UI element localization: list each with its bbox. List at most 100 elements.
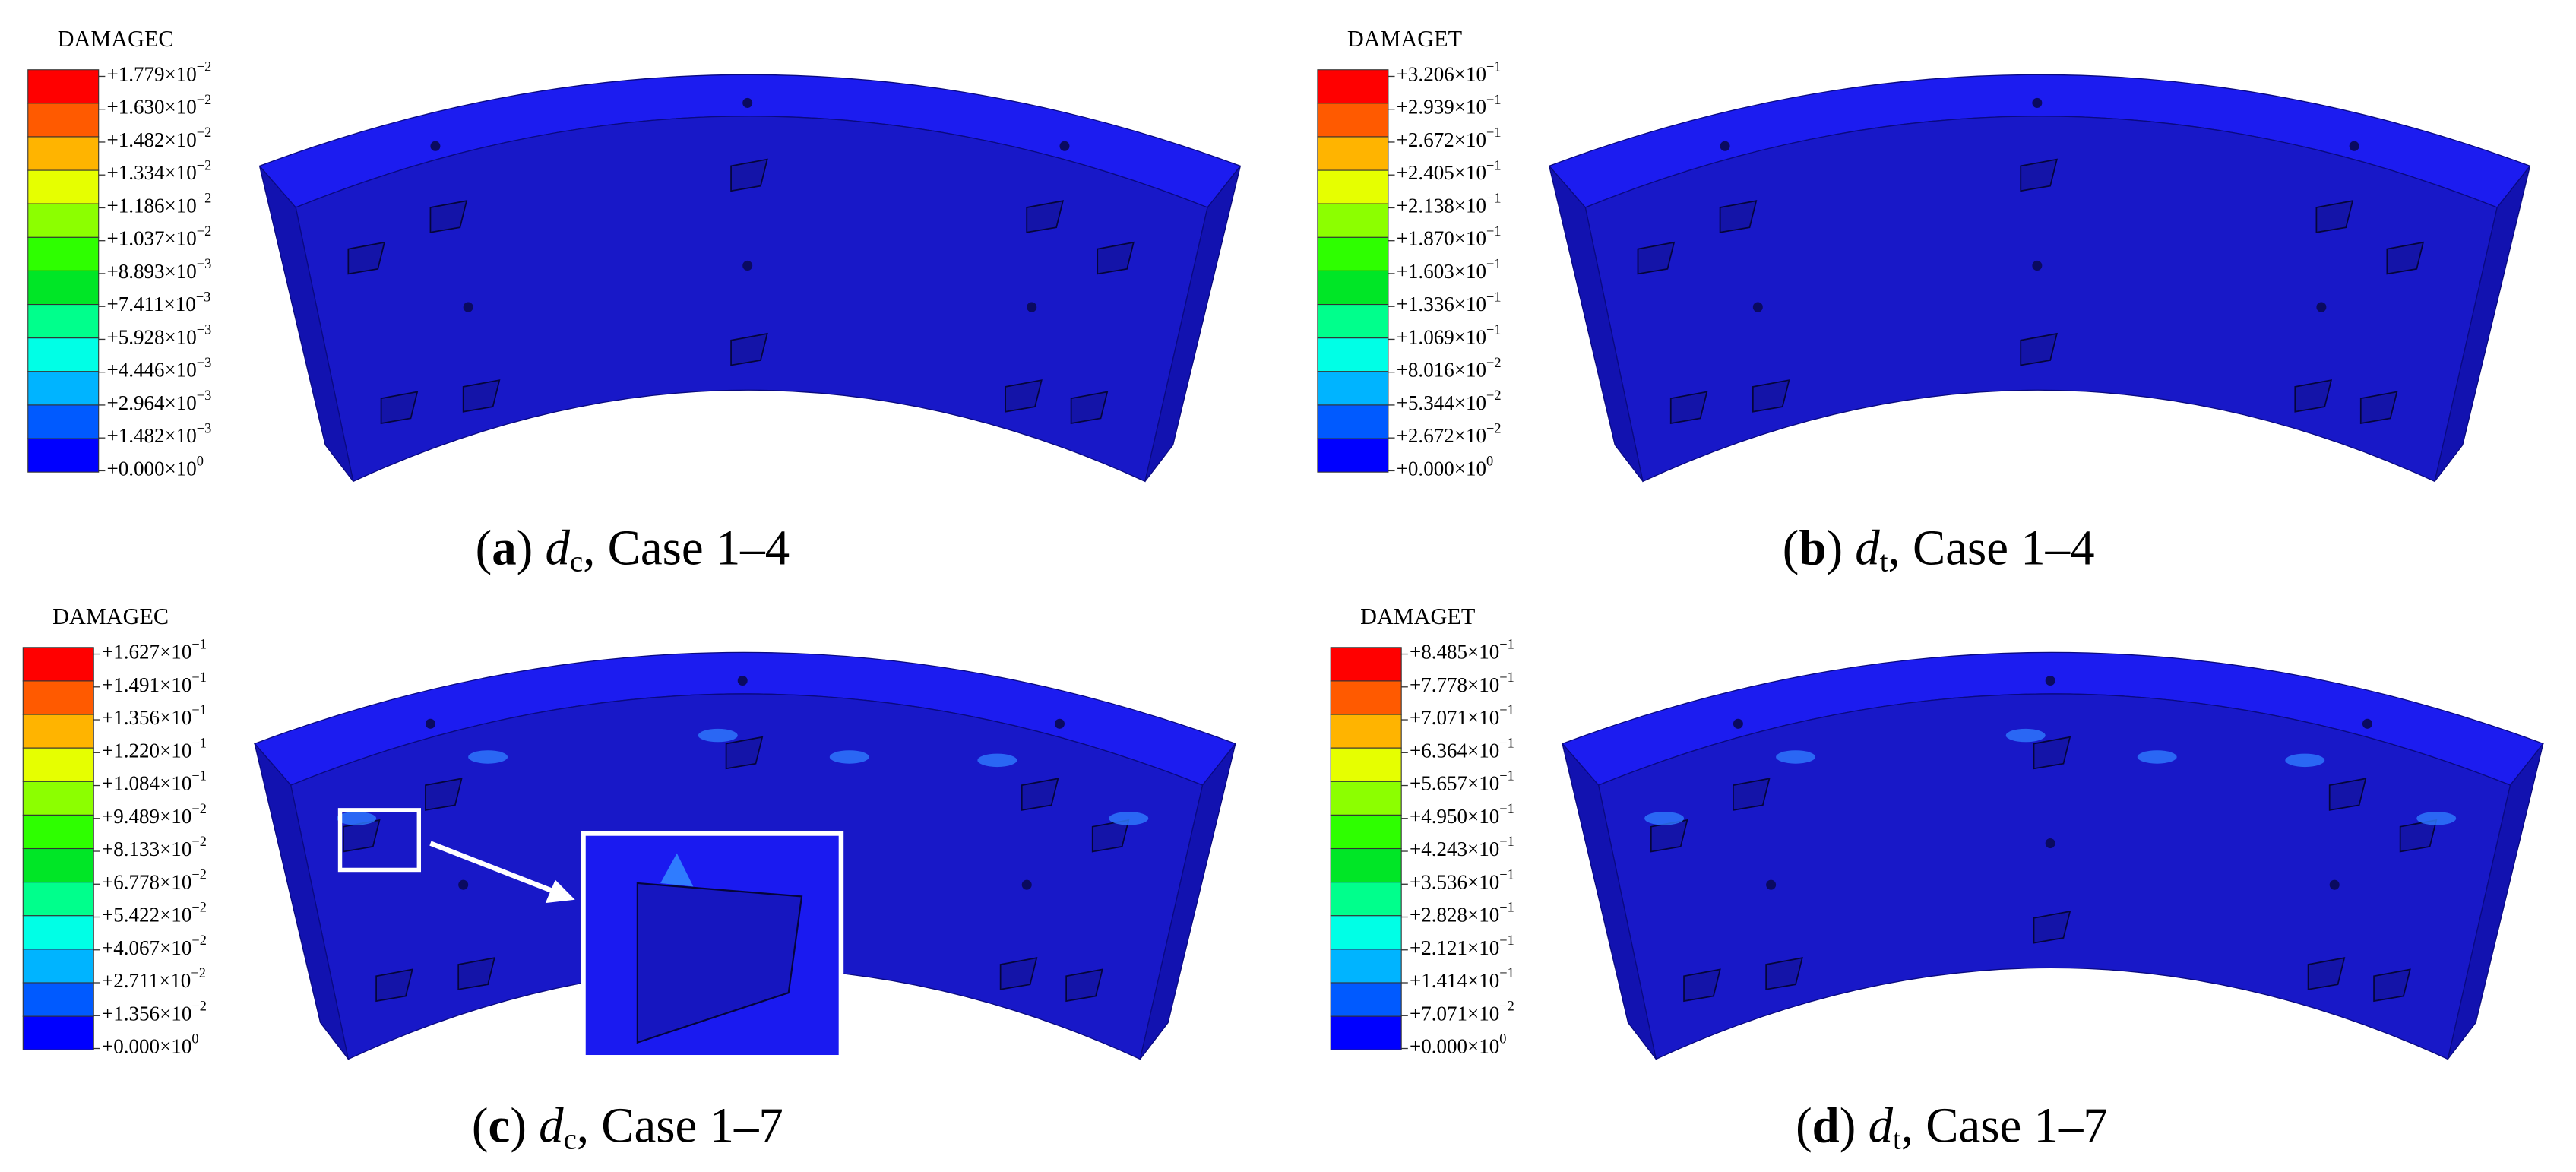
label-exponent: −2 xyxy=(191,933,207,948)
legend-label: +9.489×10−2 xyxy=(102,801,207,828)
legend-label: +2.672×10−2 xyxy=(1397,420,1502,447)
inset-damage xyxy=(660,853,694,887)
damage-spot xyxy=(1109,812,1149,825)
hole xyxy=(1054,718,1065,729)
legend-band xyxy=(1317,169,1389,204)
label-mantissa: +1.630×10 xyxy=(107,96,197,119)
hole xyxy=(458,879,469,890)
label-exponent: 0 xyxy=(191,1031,198,1047)
label-exponent: −3 xyxy=(197,420,212,436)
legend-band xyxy=(1317,69,1389,104)
label-exponent: −3 xyxy=(196,289,211,304)
label-mantissa: +0.000×10 xyxy=(1397,458,1486,480)
legend-band xyxy=(1317,438,1389,473)
label-exponent: −1 xyxy=(191,702,207,717)
label-exponent: −1 xyxy=(1499,933,1514,948)
label-mantissa: +4.243×10 xyxy=(1410,838,1499,860)
legend-label: +4.243×10−1 xyxy=(1410,834,1514,860)
legend-band xyxy=(22,982,94,1017)
damage-spot xyxy=(698,728,738,743)
label-mantissa: +1.482×10 xyxy=(107,424,197,447)
label-mantissa: +5.344×10 xyxy=(1397,391,1486,414)
legend-label: +2.405×10−1 xyxy=(1397,157,1502,184)
legend-band xyxy=(27,304,100,339)
legend-band xyxy=(22,714,94,749)
bolt-pocket xyxy=(457,957,495,990)
label-mantissa: +1.069×10 xyxy=(1397,326,1486,349)
hole xyxy=(430,141,441,151)
label-exponent: −1 xyxy=(1499,736,1514,751)
bolt-pocket xyxy=(2315,200,2354,233)
bolt-pocket xyxy=(347,241,386,275)
right-face xyxy=(1144,166,1241,482)
label-exponent: −2 xyxy=(197,223,212,239)
bolt-pocket xyxy=(730,158,768,192)
damage-spot xyxy=(2137,750,2177,764)
label-exponent: −2 xyxy=(191,900,207,915)
legend-label: +4.446×10−3 xyxy=(107,355,212,382)
legend-band xyxy=(1330,714,1402,749)
zoom-box xyxy=(337,808,422,873)
legend-band xyxy=(1317,371,1389,406)
label-exponent: 0 xyxy=(1499,1031,1506,1047)
legend-band xyxy=(1330,882,1402,917)
legend-band xyxy=(22,647,94,682)
legend-band xyxy=(22,915,94,950)
label-exponent: −1 xyxy=(1486,92,1502,107)
hole xyxy=(425,718,435,729)
label-exponent: −1 xyxy=(1486,59,1502,74)
label-mantissa: +5.422×10 xyxy=(102,904,191,927)
bolt-pocket xyxy=(2033,736,2071,770)
damage-spot xyxy=(2005,728,2046,743)
legend-label: +0.000×100 xyxy=(107,454,204,480)
label-mantissa: +1.084×10 xyxy=(102,772,191,795)
bolt-pocket xyxy=(2373,968,2411,1003)
hole xyxy=(2329,879,2340,890)
legend-label: +2.711×10−2 xyxy=(102,965,206,992)
label-mantissa: +2.711×10 xyxy=(102,969,191,992)
segment xyxy=(258,74,1242,483)
label-mantissa: +1.334×10 xyxy=(107,161,197,184)
label-exponent: −3 xyxy=(197,388,212,403)
bolt-pocket xyxy=(1637,241,1676,275)
label-mantissa: +1.186×10 xyxy=(107,195,197,217)
legend-title: DAMAGET xyxy=(1347,26,1463,52)
label-mantissa: +0.000×10 xyxy=(107,458,197,480)
label-exponent: −1 xyxy=(191,736,207,751)
label-mantissa: +1.220×10 xyxy=(102,739,191,762)
legend-band xyxy=(1330,814,1402,850)
label-mantissa: +2.672×10 xyxy=(1397,424,1486,447)
label-mantissa: +1.627×10 xyxy=(102,641,191,664)
legend-label: +6.778×10−2 xyxy=(102,867,207,894)
panel: DAMAGET+3.206×10−1+2.939×10−1+2.672×10−1… xyxy=(1317,26,2531,578)
legend-label: +3.206×10−1 xyxy=(1397,59,1502,86)
caption-part: ( xyxy=(1796,1098,1812,1153)
caption-part: b xyxy=(1799,521,1826,575)
caption: (b) dt, Case 1–4 xyxy=(1783,521,2095,578)
label-exponent: −1 xyxy=(1486,289,1502,304)
caption-part: , Case 1–4 xyxy=(583,521,790,575)
label-exponent: −2 xyxy=(197,59,212,74)
legend-band xyxy=(22,949,94,984)
bolt-pocket xyxy=(2294,379,2333,413)
legend-label: +2.964×10−3 xyxy=(107,388,212,414)
label-exponent: −2 xyxy=(191,801,207,816)
hole xyxy=(742,97,753,108)
legend-label: +1.356×10−1 xyxy=(102,702,207,729)
legend-label: +1.084×10−1 xyxy=(102,768,207,795)
right-face xyxy=(2434,166,2531,482)
label-mantissa: +1.779×10 xyxy=(107,63,197,86)
legend-title: DAMAGET xyxy=(1360,603,1476,629)
label-mantissa: +1.491×10 xyxy=(102,673,191,696)
label-exponent: −1 xyxy=(191,670,207,685)
legend-label: +5.344×10−2 xyxy=(1397,388,1502,414)
label-exponent: −1 xyxy=(1499,801,1514,816)
label-exponent: −2 xyxy=(1486,355,1502,370)
legend-label: +1.037×10−2 xyxy=(107,223,212,250)
label-exponent: −2 xyxy=(197,191,212,206)
label-exponent: −1 xyxy=(1499,867,1514,882)
legend-band xyxy=(22,882,94,917)
label-mantissa: +1.356×10 xyxy=(102,1002,191,1025)
